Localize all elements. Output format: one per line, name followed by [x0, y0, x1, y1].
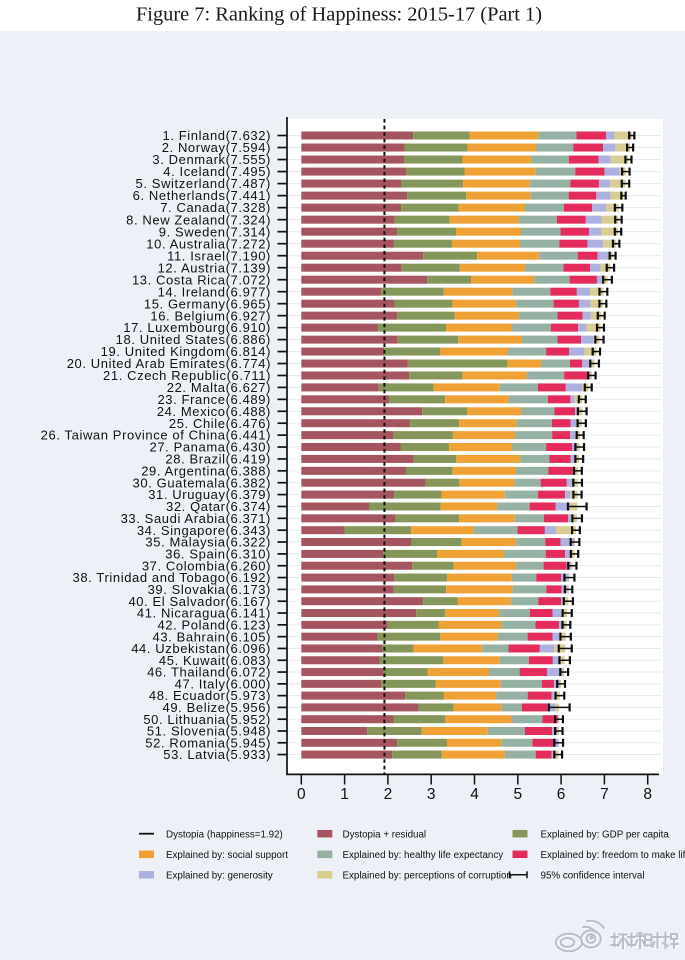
svg-text:Figure 7: Ranking of Happiness: Figure 7: Ranking of Happiness: 2015-17 …	[136, 4, 542, 26]
svg-text:24. Mexico(6.488): 24. Mexico(6.488)	[157, 404, 271, 419]
svg-text:8: 8	[643, 786, 652, 803]
svg-text:Dystopia + residual: Dystopia + residual	[343, 829, 427, 840]
svg-text:Explained by: freedom to make: Explained by: freedom to make life choic…	[541, 850, 685, 861]
svg-text:4: 4	[470, 786, 479, 803]
svg-text:9. Sweden(7.314): 9. Sweden(7.314)	[159, 224, 271, 239]
svg-text:43. Bahrain(6.105): 43. Bahrain(6.105)	[153, 629, 271, 644]
svg-text:Explained by: GDP per capita: Explained by: GDP per capita	[541, 829, 670, 840]
svg-text:6: 6	[557, 786, 566, 803]
svg-text:2: 2	[384, 786, 393, 803]
svg-text:38. Trinidad and Tobago(6.192): 38. Trinidad and Tobago(6.192)	[73, 570, 271, 585]
svg-text:45. Kuwait(6.083): 45. Kuwait(6.083)	[159, 653, 271, 668]
svg-text:48. Ecuador(5.973): 48. Ecuador(5.973)	[149, 688, 271, 703]
svg-text:39. Slovakia(6.173): 39. Slovakia(6.173)	[148, 582, 271, 597]
svg-text:51. Slovenia(5.948): 51. Slovenia(5.948)	[147, 724, 271, 739]
svg-text:1: 1	[340, 786, 349, 803]
svg-text:32. Qatar(6.374): 32. Qatar(6.374)	[166, 499, 271, 514]
svg-text:22. Malta(6.627): 22. Malta(6.627)	[167, 380, 271, 395]
svg-text:46. Thailand(6.072): 46. Thailand(6.072)	[147, 665, 271, 680]
svg-text:10. Australia(7.272): 10. Australia(7.272)	[146, 236, 271, 251]
svg-text:16. Belgium(6.927): 16. Belgium(6.927)	[150, 308, 271, 323]
svg-text:44. Uzbekistan(6.096): 44. Uzbekistan(6.096)	[131, 641, 271, 656]
svg-text:5: 5	[513, 786, 522, 803]
svg-text:41. Nicaragua(6.141): 41. Nicaragua(6.141)	[137, 606, 271, 621]
svg-text:0: 0	[297, 786, 306, 803]
svg-text:35. Malaysia(6.322): 35. Malaysia(6.322)	[145, 535, 271, 550]
svg-text:17. Luxembourg(6.910): 17. Luxembourg(6.910)	[123, 320, 271, 335]
svg-text:12. Austria(7.139): 12. Austria(7.139)	[158, 260, 271, 275]
svg-text:11. Israel(7.190): 11. Israel(7.190)	[167, 248, 271, 263]
svg-text:18. United States(6.886): 18. United States(6.886)	[116, 332, 271, 347]
svg-text:1. Finland(7.632): 1. Finland(7.632)	[163, 128, 271, 143]
svg-text:8. New Zealand(7.324): 8. New Zealand(7.324)	[126, 212, 271, 227]
svg-text:14. Ireland(6.977): 14. Ireland(6.977)	[158, 284, 271, 299]
svg-text:36. Spain(6.310): 36. Spain(6.310)	[165, 546, 271, 561]
svg-text:26. Taiwan Province of China(6: 26. Taiwan Province of China(6.441)	[41, 428, 271, 443]
svg-text:Explained by: perceptions of c: Explained by: perceptions of corruption	[343, 871, 512, 882]
svg-text:30. Guatemala(6.382): 30. Guatemala(6.382)	[133, 475, 271, 490]
svg-text:4. Iceland(7.495): 4. Iceland(7.495)	[163, 164, 271, 179]
svg-text:31. Uruguay(6.379): 31. Uruguay(6.379)	[148, 487, 271, 502]
svg-text:Explained by: healthy life exp: Explained by: healthy life expectancy	[343, 850, 504, 861]
svg-text:50. Lithuania(5.952): 50. Lithuania(5.952)	[143, 712, 271, 727]
svg-text:33. Saudi Arabia(6.371): 33. Saudi Arabia(6.371)	[121, 511, 271, 526]
svg-text:28. Brazil(6.419): 28. Brazil(6.419)	[165, 452, 271, 467]
svg-text:29. Argentina(6.388): 29. Argentina(6.388)	[141, 463, 271, 478]
svg-text:20. United Arab Emirates(6.774: 20. United Arab Emirates(6.774)	[67, 356, 271, 371]
svg-text:6. Netherlands(7.441): 6. Netherlands(7.441)	[133, 188, 271, 203]
svg-text:15. Germany(6.965): 15. Germany(6.965)	[144, 296, 271, 311]
svg-text:7: 7	[600, 786, 609, 803]
svg-text:13. Costa Rica(7.072): 13. Costa Rica(7.072)	[132, 272, 271, 287]
svg-text:34. Singapore(6.343): 34. Singapore(6.343)	[137, 523, 271, 538]
svg-text:47. Italy(6.000): 47. Italy(6.000)	[175, 676, 271, 691]
svg-text:3: 3	[427, 786, 436, 803]
svg-text:53. Latvia(5.933): 53. Latvia(5.933)	[163, 747, 271, 762]
svg-text:52. Romania(5.945): 52. Romania(5.945)	[145, 735, 271, 750]
svg-text:42. Poland(6.123): 42. Poland(6.123)	[157, 617, 271, 632]
svg-text:5. Switzerland(7.487): 5. Switzerland(7.487)	[136, 176, 271, 191]
svg-text:25. Chile(6.476): 25. Chile(6.476)	[169, 416, 271, 431]
svg-text:Explained by: generosity: Explained by: generosity	[166, 871, 273, 882]
svg-text:95% confidence interval: 95% confidence interval	[541, 871, 645, 882]
svg-text:37. Colombia(6.260): 37. Colombia(6.260)	[142, 558, 271, 573]
svg-text:21. Czech Republic(6.711): 21. Czech Republic(6.711)	[103, 368, 271, 383]
svg-text:27. Panama(6.430): 27. Panama(6.430)	[150, 440, 272, 455]
svg-text:Dystopia (happiness=1.92): Dystopia (happiness=1.92)	[166, 829, 283, 840]
svg-text:40. El Salvador(6.167): 40. El Salvador(6.167)	[128, 594, 271, 609]
svg-text:19. United Kingdom(6.814): 19. United Kingdom(6.814)	[101, 344, 271, 359]
svg-text:2. Norway(7.594): 2. Norway(7.594)	[162, 140, 271, 155]
svg-text:7. Canada(7.328): 7. Canada(7.328)	[160, 200, 271, 215]
svg-text:3. Denmark(7.555): 3. Denmark(7.555)	[152, 152, 271, 167]
svg-text:23. France(6.489): 23. France(6.489)	[157, 392, 271, 407]
svg-text:Explained by: social support: Explained by: social support	[166, 850, 288, 861]
svg-text:49. Belize(5.956): 49. Belize(5.956)	[163, 700, 271, 715]
